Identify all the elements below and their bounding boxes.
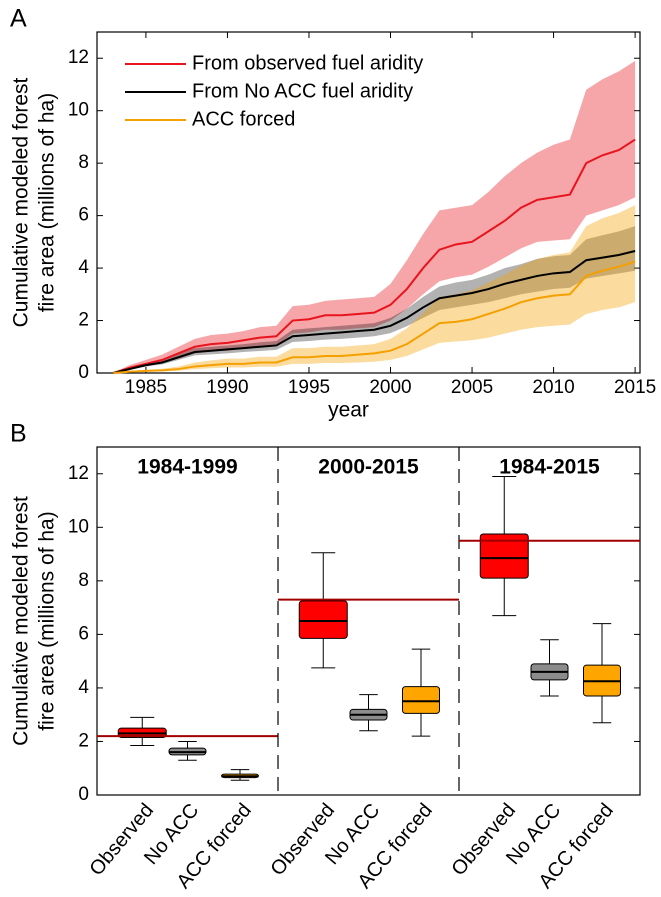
panel-label: A	[10, 5, 27, 33]
group-title: 1984-1999	[137, 456, 237, 479]
x-tick-label: 1995	[288, 377, 330, 398]
legend-label: From observed fuel aridity	[192, 52, 423, 74]
y-tick-label: 10	[68, 100, 89, 121]
y-tick-label: 0	[78, 784, 89, 805]
uncertainty-band	[113, 60, 636, 373]
y-tick-label: 0	[78, 362, 89, 383]
y-tick-label: 12	[68, 463, 89, 484]
series-line	[112, 138, 636, 374]
panel-label: B	[10, 420, 27, 448]
y-axis-label: fire area (millions of ha)	[36, 511, 59, 730]
group-title: 2000-2015	[318, 456, 419, 479]
x-tick-label: 2005	[451, 377, 493, 398]
y-axis-label: Cumulative modeled forest	[10, 77, 33, 327]
x-tick-label: Observed	[448, 799, 521, 880]
y-tick-label: 4	[78, 257, 89, 278]
group-title: 1984-2015	[499, 456, 600, 479]
x-tick-label: Observed	[86, 799, 159, 880]
x-tick-label: 2000	[369, 377, 411, 398]
x-tick-label: 2010	[532, 377, 574, 398]
series-line	[113, 250, 636, 374]
y-tick-label: 10	[68, 516, 89, 537]
y-axis-label: Cumulative modeled forest	[10, 496, 33, 746]
x-axis-label: year	[328, 399, 369, 422]
x-tick-label: Observed	[267, 799, 340, 880]
x-tick-label: 1990	[206, 377, 248, 398]
x-tick-label: 2015	[614, 377, 656, 398]
series-line	[113, 260, 636, 374]
plot-frame	[96, 31, 641, 374]
box	[479, 533, 529, 579]
y-axis-label: fire area (millions of ha)	[36, 93, 59, 312]
y-tick-label: 6	[78, 205, 89, 226]
legend-label: From No ACC fuel aridity	[192, 80, 413, 102]
y-tick-label: 2	[78, 310, 89, 331]
box	[298, 600, 348, 639]
uncertainty-band	[113, 205, 636, 373]
plot-frame	[96, 446, 641, 796]
legend-label: ACC forced	[192, 108, 295, 130]
box	[401, 686, 440, 714]
y-tick-label: 4	[78, 677, 89, 698]
y-tick-label: 8	[78, 152, 89, 173]
y-tick-label: 12	[68, 47, 89, 68]
y-tick-label: 6	[78, 623, 89, 644]
y-tick-label: 8	[78, 570, 89, 591]
y-tick-label: 2	[78, 730, 89, 751]
x-tick-label: 1985	[125, 377, 167, 398]
